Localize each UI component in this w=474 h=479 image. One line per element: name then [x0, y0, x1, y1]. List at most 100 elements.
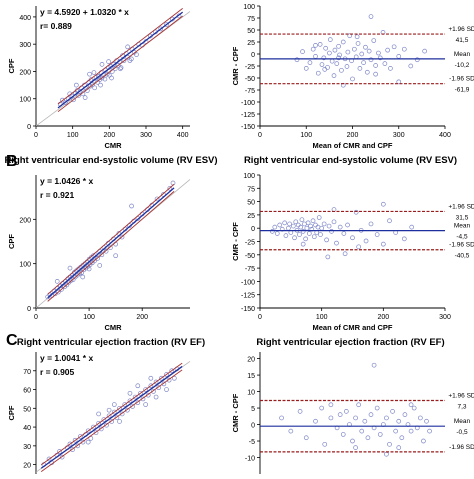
data-point [97, 263, 103, 268]
data-point [158, 375, 164, 381]
data-point [303, 66, 309, 71]
data-point [134, 52, 139, 57]
data-point [91, 424, 96, 430]
data-point [283, 233, 289, 238]
data-point [292, 235, 297, 241]
x-tick-label: 200 [377, 314, 389, 321]
data-point [59, 287, 64, 292]
data-point [387, 441, 392, 447]
data-point [315, 70, 321, 76]
data-point [340, 39, 346, 45]
ref-line-label: Mean [454, 418, 471, 425]
data-point [300, 49, 305, 54]
data-point [55, 289, 61, 295]
panel-letter-c: C [6, 332, 18, 349]
data-point [344, 64, 350, 69]
y-tick-label: 60 [23, 388, 31, 395]
data-point [309, 226, 315, 232]
data-point [288, 428, 294, 434]
data-point [368, 14, 374, 19]
data-point [127, 398, 133, 404]
y-tick-label: -125 [241, 112, 255, 119]
data-point [354, 34, 360, 40]
data-point [111, 62, 117, 67]
x-tick-label: 100 [67, 132, 79, 139]
y-tick-label: 100 [19, 97, 31, 104]
data-point [54, 279, 60, 284]
data-point [424, 418, 429, 424]
ref-line-label: -1.96 SD [449, 76, 474, 83]
data-point [78, 434, 83, 439]
data-point [353, 415, 358, 421]
x-tick-label: 200 [136, 314, 148, 321]
regression-annotation: r = 0.921 [40, 190, 75, 200]
data-point [376, 50, 381, 56]
chart-3: Right ventricular end-systolic volume (R… [231, 155, 474, 332]
data-point [337, 412, 343, 417]
data-point [290, 223, 296, 229]
data-point [171, 375, 177, 381]
data-point [408, 428, 414, 434]
x-tick-label: 300 [393, 132, 405, 139]
data-point [104, 422, 109, 428]
chart-title: Right ventricular ejection fraction (RV … [256, 337, 444, 348]
regression-line [57, 11, 184, 109]
regression-line [40, 365, 183, 469]
data-point [377, 55, 383, 61]
data-point [306, 231, 312, 236]
x-tick-label: 0 [34, 132, 38, 139]
y-tick-label: 20 [247, 357, 255, 364]
y-tick-label: 0 [27, 306, 31, 313]
data-point [143, 402, 148, 407]
data-point [99, 62, 105, 67]
data-point [319, 225, 325, 231]
data-point [102, 76, 108, 82]
data-point [114, 415, 120, 421]
data-point [327, 50, 332, 56]
data-point [75, 443, 81, 449]
data-point [362, 418, 368, 424]
data-point [269, 229, 275, 234]
y-tick-label: 70 [23, 369, 31, 376]
data-point [325, 254, 331, 260]
data-point [135, 400, 141, 406]
data-point [127, 390, 133, 396]
data-point [359, 428, 365, 434]
y-tick-label: 400 [19, 15, 31, 22]
y-tick-label: -125 [241, 293, 255, 300]
data-point [393, 428, 399, 434]
data-point [303, 236, 308, 242]
x-tick-label: 100 [300, 132, 312, 139]
y-tick-label: 15 [247, 373, 255, 380]
data-point [347, 33, 353, 39]
y-tick-label: -25 [245, 64, 255, 71]
y-tick-label: 100 [243, 4, 255, 11]
y-tick-label: 0 [251, 423, 255, 430]
x-tick-label: 400 [177, 132, 189, 139]
data-point [317, 42, 323, 47]
x-axis-label: CMR [104, 323, 122, 332]
data-point [336, 43, 341, 49]
data-point [104, 71, 110, 77]
data-point [401, 46, 407, 52]
confidence-band-lower [47, 191, 175, 302]
data-point [311, 234, 317, 240]
data-point [341, 231, 347, 236]
y-tick-label: 75 [247, 186, 255, 193]
data-point [72, 437, 78, 443]
ref-line-value: 41,5 [456, 37, 469, 44]
data-point [334, 61, 340, 66]
data-point [73, 82, 79, 88]
data-point [305, 220, 311, 226]
data-point [329, 229, 334, 234]
data-point [303, 435, 309, 441]
ref-line-label: Mean [454, 223, 471, 230]
data-point [279, 415, 284, 421]
data-point [313, 222, 318, 228]
data-point [57, 449, 62, 454]
data-point [368, 412, 374, 417]
chart-0: 0 100 200 300 400 0 100 200 300 400 CMR CPF y = 4.59… [7, 6, 190, 150]
data-point [409, 224, 415, 230]
data-point [121, 58, 127, 63]
